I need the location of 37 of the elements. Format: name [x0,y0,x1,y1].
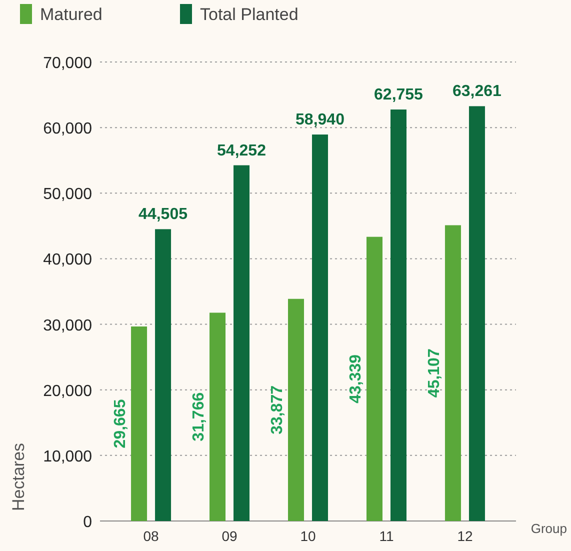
data-label: 45,107 [426,348,443,398]
data-label: 44,505 [138,206,188,224]
x-tick-label: 12 [457,528,473,544]
x-tick-label: 10 [300,528,316,544]
y-tick-label: 30,000 [43,317,92,334]
y-tick-label: 20,000 [43,382,92,400]
bar [366,236,382,521]
bar [234,165,250,521]
y-tick-label: 40,000 [43,252,92,269]
data-label: 33,877 [269,385,286,434]
data-label: 29,665 [112,399,130,448]
data-label: 58,940 [296,112,345,129]
y-tick-label: 60,000 [43,120,92,138]
x-tick-label: 11 [379,528,394,544]
x-axis-title: Group [530,521,567,536]
y-tick-label: 0 [83,514,92,531]
bar [468,106,485,521]
y-tick-label: 10,000 [43,448,92,466]
y-axis-title: Hectares [9,442,28,511]
bar [444,225,461,521]
x-tick-label: 08 [143,528,160,544]
legend-label: Matured [40,5,102,24]
data-label: 54,252 [217,142,266,160]
legend-label: Total Planted [200,5,298,24]
data-label: 62,755 [374,86,424,104]
bar [210,312,226,521]
x-tick-label: 09 [222,528,238,544]
bar [390,110,406,521]
data-label: 43,339 [347,354,364,404]
y-tick-label: 70,000 [43,55,92,72]
bar [131,326,148,521]
bar [155,229,172,521]
data-label: 31,766 [190,392,208,442]
bar [288,298,304,521]
bar [312,134,328,521]
data-label: 63,261 [452,83,502,100]
y-tick-label: 50,000 [43,186,92,204]
